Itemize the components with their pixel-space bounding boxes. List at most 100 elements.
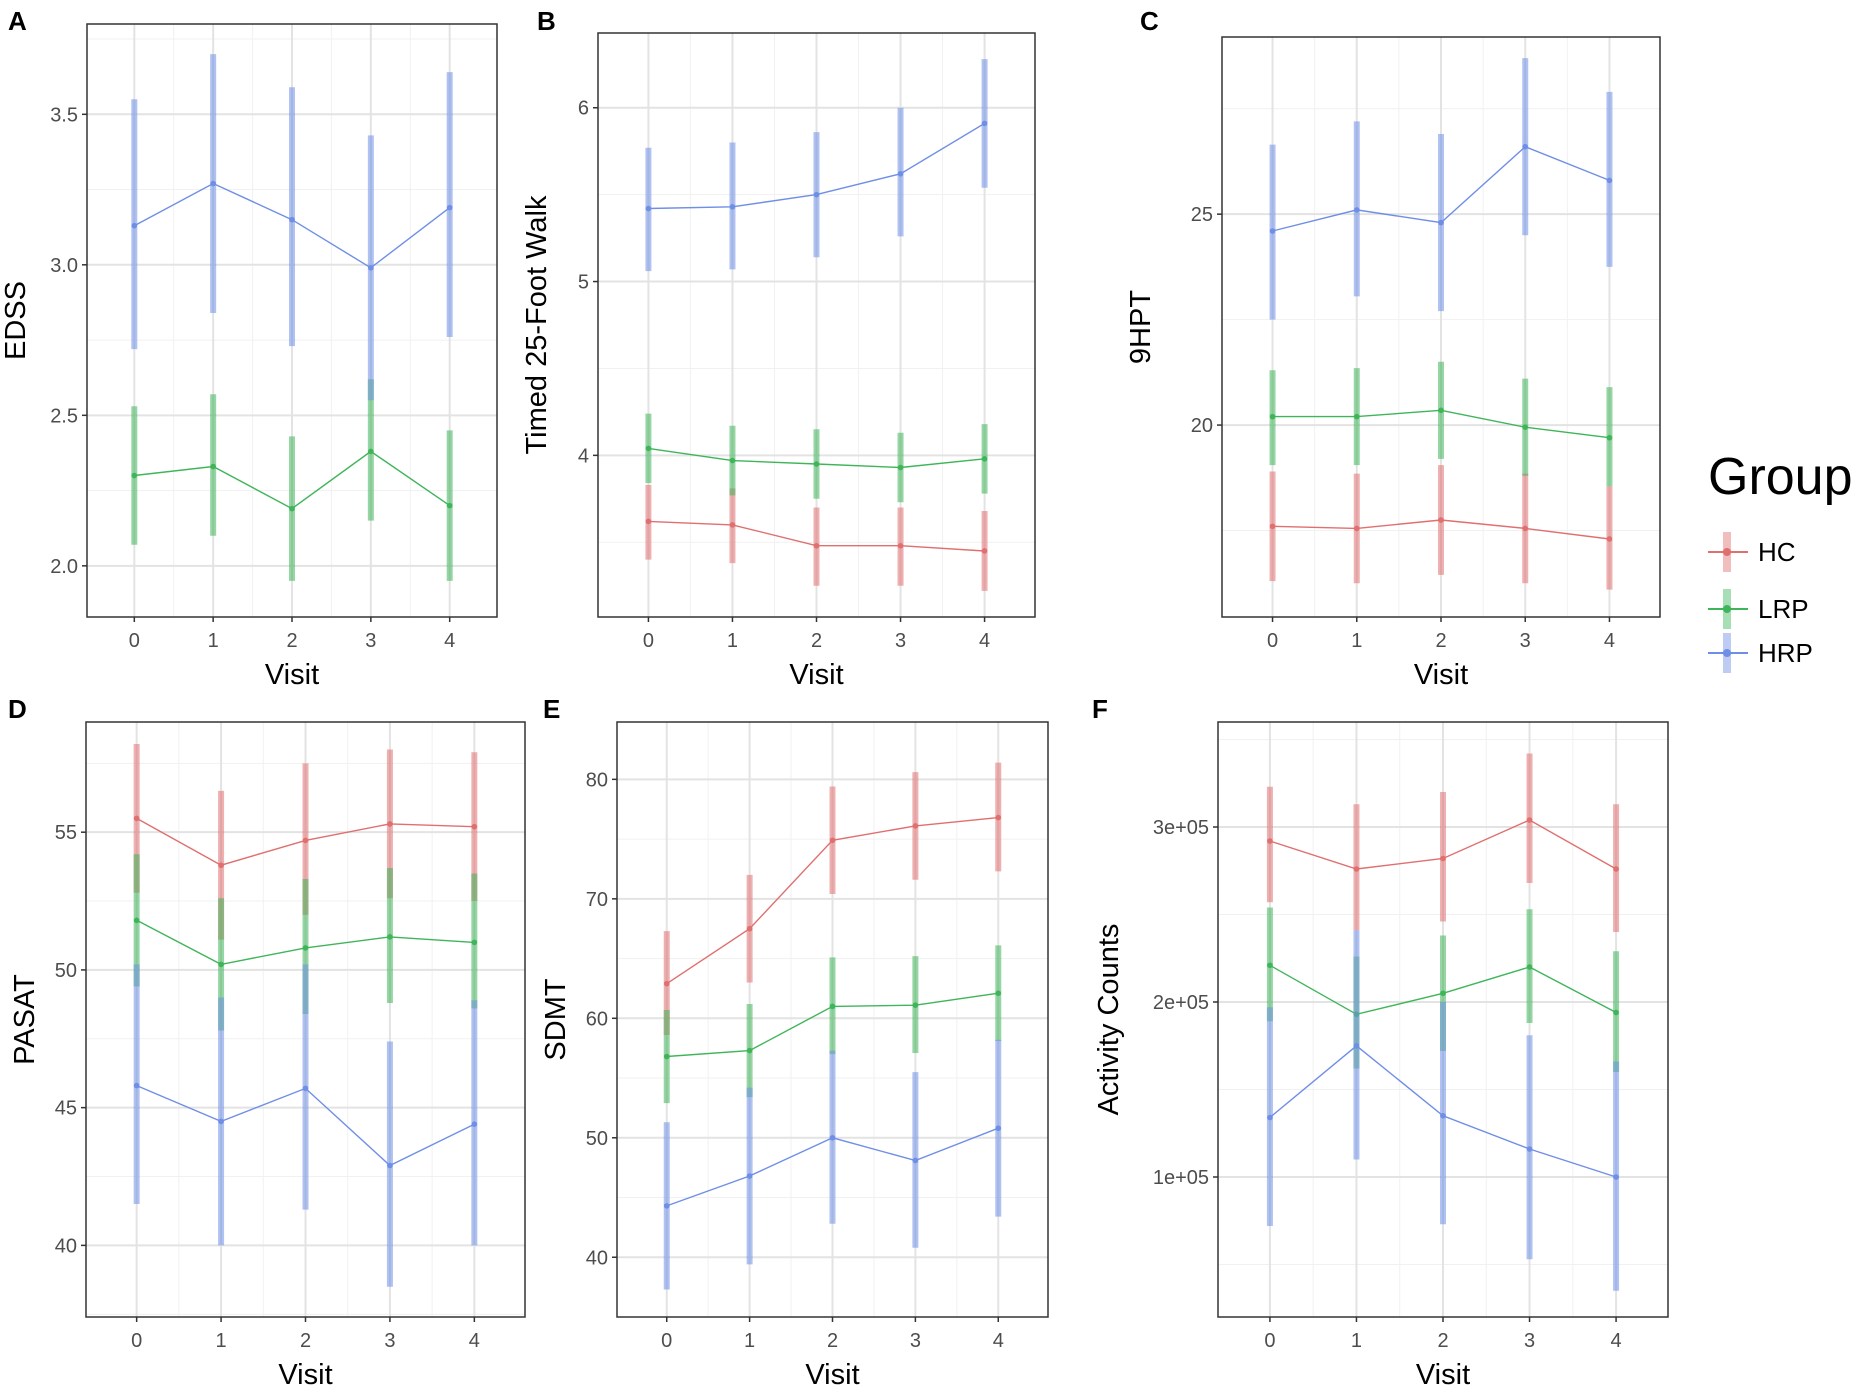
y-tick-label: 2.5 [50,405,78,427]
data-point [1440,855,1446,862]
x-tick-label: 3 [1524,1330,1535,1352]
data-point [897,542,904,549]
x-axis-title: Visit [278,1359,332,1391]
y-tick-label: 40 [586,1247,608,1269]
data-point [471,1121,478,1127]
y-axis-title: PASAT [9,974,41,1065]
x-tick-label: 2 [1437,1330,1448,1352]
data-point [1269,413,1276,420]
series-hc [1269,465,1613,590]
plot-frame [597,32,1036,618]
y-tick-label: 5 [578,272,589,294]
data-point [446,502,453,509]
y-tick-label: 4 [578,445,589,467]
y-tick-label: 3.0 [50,255,78,277]
panel-letter: A [8,6,27,36]
series-hc [1266,753,1620,932]
data-point [210,180,216,187]
data-point [289,216,295,223]
x-tick-label: 0 [131,1330,142,1352]
panel-e: E 40 50 60 70 80 0 1 2 3 4 Visit SDMT [540,694,1049,1391]
x-tick-label: 0 [661,1330,672,1352]
data-point [1526,817,1533,823]
series-lrp [131,379,453,581]
series-hrp [133,964,478,1287]
data-point [729,204,736,210]
data-point [813,542,820,549]
data-point [1438,407,1444,414]
data-point [1269,523,1276,530]
x-tick-label: 2 [827,1330,838,1352]
data-point [1353,413,1360,420]
x-tick-label: 4 [1604,630,1615,652]
y-tick-label: 2.0 [50,556,78,578]
legend-label: HRP [1758,638,1813,668]
data-point [218,961,224,968]
x-tick-label: 0 [643,630,654,652]
y-tick-label: 20 [1191,415,1213,437]
legend-key-point [1723,605,1731,613]
panel-letter: D [8,694,27,724]
data-point [1522,525,1529,532]
y-tick-label: 80 [586,769,608,791]
data-point [813,191,820,198]
x-tick-label: 1 [1351,1330,1362,1352]
series-hrp [1266,930,1620,1291]
data-point [1353,525,1360,532]
data-point [746,925,753,932]
x-tick-label: 3 [384,1330,395,1352]
data-point [663,1203,670,1209]
data-point [1267,838,1273,844]
data-point [289,505,295,512]
data-point [663,980,670,987]
data-point [912,1002,919,1008]
data-point [897,464,904,471]
data-point [645,445,652,452]
legend-item-hc: HC [1708,532,1796,572]
y-tick-label: 50 [55,960,77,982]
x-axis-title: Visit [1414,659,1468,691]
x-tick-label: 4 [993,1330,1004,1352]
legend-label: HC [1758,537,1796,567]
x-tick-label: 0 [129,630,140,652]
y-tick-label: 70 [586,889,608,911]
y-tick-label: 3.5 [50,104,78,126]
data-point [133,1082,140,1089]
data-point [1606,536,1613,542]
legend-key-point [1723,548,1731,556]
y-axis-title: Activity Counts [1093,924,1125,1116]
data-point [1267,962,1273,969]
data-point [1353,1042,1360,1049]
legend-item-hrp: HRP [1708,633,1813,673]
x-tick-label: 3 [895,630,906,652]
data-point [645,205,652,212]
data-point [471,939,478,946]
data-point [131,222,138,229]
data-point [1438,517,1444,523]
legend: Group HC LRP HRP [1708,448,1853,673]
panel-letter: B [537,6,556,36]
x-tick-label: 2 [286,630,297,652]
series-hrp [1269,58,1613,320]
data-point [1440,1112,1446,1119]
data-point [981,456,988,462]
y-tick-label: 55 [55,822,77,844]
panel-letter: C [1140,6,1159,36]
data-point [995,1125,1002,1132]
y-tick-label: 50 [586,1128,608,1150]
data-point [368,265,374,271]
legend-item-lrp: LRP [1708,589,1809,629]
x-tick-label: 1 [727,630,738,652]
data-point [133,815,140,822]
legend-label: LRP [1758,594,1809,624]
series-hc [645,484,988,591]
data-point [981,120,988,127]
plot-frame [1221,36,1661,618]
x-tick-label: 4 [979,630,990,652]
x-tick-label: 4 [444,630,455,652]
y-tick-label: 2e+05 [1153,992,1209,1014]
data-point [1613,866,1619,872]
series-lrp [663,945,1002,1104]
panel-d: D 40 45 50 55 0 1 2 3 4 Visit PASAT [8,694,526,1391]
data-point [813,461,820,467]
